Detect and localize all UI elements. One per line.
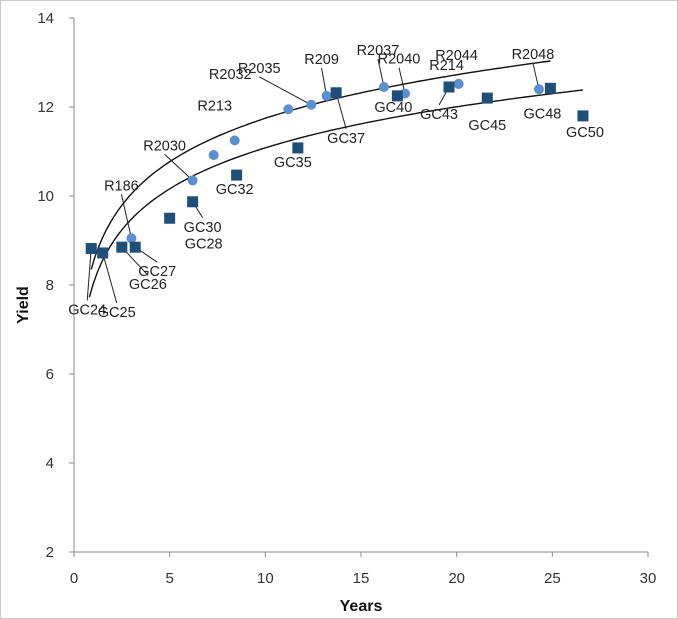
gc-point (391, 90, 403, 102)
gc-point (187, 196, 199, 208)
data-label: GC50 (566, 125, 604, 141)
data-label: R2040 (378, 52, 421, 68)
y-ticks: 2 4 6 8 10 12 14 (37, 10, 74, 561)
data-label: R2032 (209, 67, 252, 83)
y-tick-label: 8 (46, 277, 54, 294)
leader-line (102, 252, 118, 304)
data-label: GC27 (138, 264, 176, 280)
gc-point (116, 241, 128, 253)
data-label: GC32 (216, 182, 254, 198)
r-point (378, 81, 389, 92)
r-trendline (90, 60, 551, 270)
data-label: R214 (429, 58, 464, 74)
data-label: R2048 (512, 47, 555, 63)
leader-line (335, 92, 347, 129)
gc-point (481, 92, 493, 104)
gc-point (97, 247, 109, 259)
r-point (126, 233, 137, 244)
gc-point (129, 241, 141, 253)
gc-trendline (88, 89, 583, 298)
trendlines (88, 60, 583, 298)
data-label: GC43 (420, 107, 458, 123)
r-point (306, 99, 317, 110)
data-label: R213 (197, 98, 232, 114)
gc-point (164, 212, 176, 224)
gc-point (544, 82, 556, 94)
data-label: GC25 (98, 305, 136, 321)
data-label: R2044 (435, 48, 478, 64)
data-label: GC24 (68, 303, 106, 319)
data-label: R2037 (357, 43, 400, 59)
r-point (187, 175, 198, 186)
gc-point (292, 142, 304, 154)
gc-point (443, 81, 455, 93)
data-label: GC45 (468, 118, 506, 134)
r-point (321, 90, 332, 101)
gc-point (577, 110, 589, 122)
r-point (229, 135, 240, 146)
data-label: R209 (304, 52, 339, 68)
r-point (533, 84, 544, 95)
leader-line (259, 76, 312, 106)
data-label: GC48 (523, 106, 561, 122)
data-label: GC26 (129, 277, 167, 293)
y-tick-label: 4 (46, 455, 54, 472)
leader-line (120, 194, 132, 239)
r-point (453, 78, 464, 89)
r-point (208, 150, 219, 161)
data-label: R2035 (238, 61, 281, 77)
data-points (85, 78, 589, 259)
data-label: R2030 (143, 138, 186, 154)
x-tick-label: 15 (353, 570, 370, 587)
x-tick-label: 25 (544, 570, 561, 587)
x-ticks: 0 5 10 15 20 25 30 (70, 552, 657, 587)
data-label: GC28 (185, 236, 223, 252)
x-tick-label: 20 (448, 570, 465, 587)
data-label: R186 (104, 178, 139, 194)
y-tick-label: 6 (46, 366, 54, 383)
leader-line (86, 248, 92, 301)
gc-point (85, 243, 97, 255)
y-tick-label: 2 (46, 544, 54, 561)
gc-point (231, 169, 243, 181)
data-label: GC35 (274, 155, 312, 171)
data-label: GC30 (184, 220, 222, 236)
x-tick-label: 5 (165, 570, 173, 587)
x-tick-label: 10 (257, 570, 274, 587)
data-label: GC37 (327, 131, 365, 147)
y-tick-label: 10 (37, 188, 54, 205)
x-tick-label: 0 (70, 570, 78, 587)
r-point (283, 104, 294, 115)
x-tick-label: 30 (640, 570, 657, 587)
y-tick-label: 14 (37, 10, 54, 27)
y-axis-title: Yield (15, 286, 32, 324)
data-label: GC40 (374, 100, 412, 116)
x-axis-title: Years (340, 598, 383, 615)
y-tick-label: 12 (37, 99, 54, 116)
gc-point (330, 87, 342, 99)
leader-line (164, 154, 193, 181)
